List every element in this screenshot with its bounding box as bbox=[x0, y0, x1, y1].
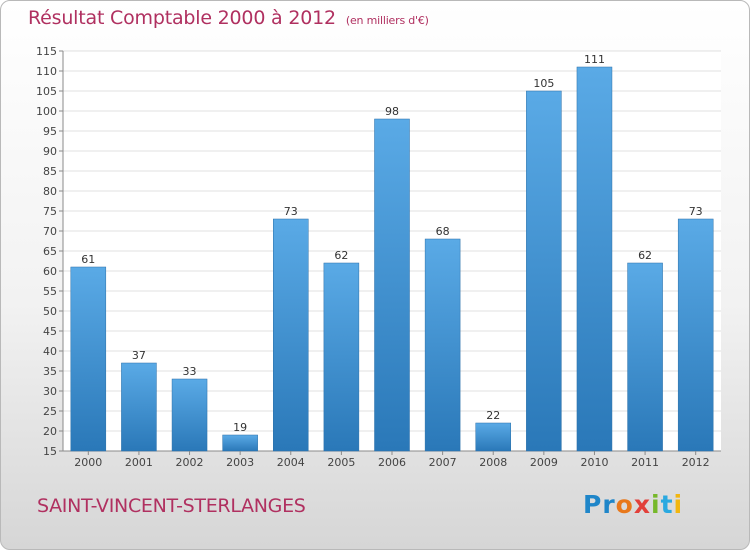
data-label: 37 bbox=[132, 349, 146, 362]
data-label: 68 bbox=[436, 225, 450, 238]
y-tick-label: 15 bbox=[43, 445, 57, 458]
y-tick-label: 95 bbox=[43, 125, 57, 138]
data-label: 73 bbox=[284, 205, 298, 218]
y-tick-label: 105 bbox=[36, 85, 57, 98]
x-tick-label: 2005 bbox=[327, 456, 355, 469]
y-tick-label: 115 bbox=[36, 45, 57, 58]
proxiti-logo: Proxiti bbox=[583, 490, 683, 519]
logo-part: o bbox=[615, 490, 634, 519]
bar bbox=[677, 218, 714, 452]
x-tick-label: 2002 bbox=[176, 456, 204, 469]
bar bbox=[475, 422, 511, 452]
bar bbox=[323, 262, 360, 452]
logo-part: Pr bbox=[583, 490, 616, 519]
logo-part: t bbox=[660, 490, 674, 519]
x-tick-label: 2003 bbox=[226, 456, 254, 469]
y-tick-label: 20 bbox=[43, 425, 57, 438]
y-tick-label: 70 bbox=[43, 225, 57, 238]
bar bbox=[121, 362, 157, 452]
logo-part: x bbox=[633, 490, 651, 519]
data-label: 73 bbox=[689, 205, 703, 218]
x-tick-label: 2010 bbox=[580, 456, 608, 469]
y-tick-label: 80 bbox=[43, 185, 57, 198]
x-tick-label: 2008 bbox=[479, 456, 507, 469]
city-name: SAINT-VINCENT-STERLANGES bbox=[37, 495, 306, 517]
data-label: 61 bbox=[81, 253, 95, 266]
x-tick-label: 2007 bbox=[429, 456, 457, 469]
y-tick-label: 25 bbox=[43, 405, 57, 418]
data-label: 33 bbox=[183, 365, 197, 378]
bar bbox=[627, 262, 663, 452]
x-tick-label: 2001 bbox=[125, 456, 153, 469]
logo-part: i bbox=[650, 490, 661, 519]
bar bbox=[424, 238, 461, 452]
y-tick-label: 85 bbox=[43, 165, 57, 178]
x-tick-label: 2000 bbox=[74, 456, 102, 469]
y-tick-label: 30 bbox=[43, 385, 57, 398]
y-tick-label: 75 bbox=[43, 205, 57, 218]
x-tick-label: 2009 bbox=[530, 456, 558, 469]
y-tick-label: 45 bbox=[43, 325, 57, 338]
bar bbox=[576, 66, 613, 452]
bar bbox=[526, 90, 562, 452]
y-tick-label: 90 bbox=[43, 145, 57, 158]
data-label: 98 bbox=[385, 105, 399, 118]
y-tick-label: 35 bbox=[43, 365, 57, 378]
x-tick-label: 2004 bbox=[277, 456, 305, 469]
data-label: 22 bbox=[486, 409, 500, 422]
chart-subtitle: (en milliers d'€) bbox=[345, 14, 429, 27]
bar bbox=[70, 266, 107, 452]
chart-title-main: Résultat Comptable 2000 à 2012 bbox=[28, 7, 336, 29]
y-tick-label: 65 bbox=[43, 245, 57, 258]
y-tick-label: 55 bbox=[43, 285, 57, 298]
y-tick-label: 100 bbox=[36, 105, 57, 118]
x-tick-label: 2006 bbox=[378, 456, 406, 469]
bar bbox=[273, 218, 309, 452]
x-tick-label: 2012 bbox=[682, 456, 710, 469]
x-tick-label: 2011 bbox=[631, 456, 659, 469]
y-tick-label: 60 bbox=[43, 265, 57, 278]
bar bbox=[374, 118, 410, 452]
bar bbox=[171, 378, 208, 452]
data-label: 62 bbox=[334, 249, 348, 262]
data-label: 105 bbox=[533, 77, 554, 90]
bar bbox=[222, 434, 258, 452]
data-label: 19 bbox=[233, 421, 247, 434]
chart-title: Résultat Comptable 2000 à 2012 (en millie… bbox=[28, 7, 429, 29]
y-tick-label: 40 bbox=[43, 345, 57, 358]
y-tick-label: 110 bbox=[36, 65, 57, 78]
logo-part: i bbox=[673, 490, 684, 519]
data-label: 62 bbox=[638, 249, 652, 262]
data-label: 111 bbox=[584, 53, 605, 66]
y-tick-label: 50 bbox=[43, 305, 57, 318]
